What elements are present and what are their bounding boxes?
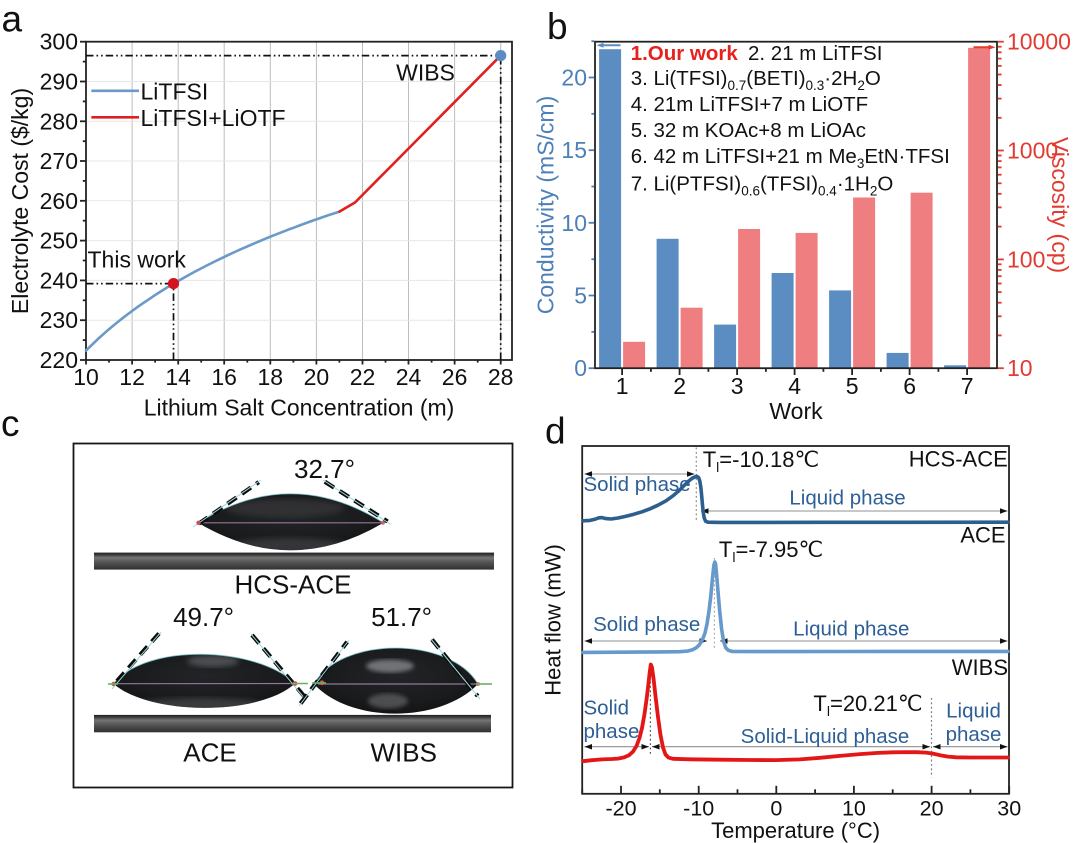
svg-text:22: 22 [350, 364, 376, 390]
svg-text:10: 10 [561, 210, 587, 236]
svg-text:6: 6 [903, 373, 916, 399]
svg-text:14: 14 [165, 364, 191, 390]
svg-text:3. Li(TFSI)0.7​(BETI)0.3​·2H2​: 3. Li(TFSI)0.7​(BETI)0.3​·2H2​O [631, 67, 881, 93]
svg-text:16: 16 [211, 364, 237, 390]
svg-text:1: 1 [616, 373, 629, 399]
svg-text:WIBS: WIBS [952, 655, 1008, 680]
svg-text:Liquid phase: Liquid phase [793, 618, 909, 641]
svg-text:100: 100 [1007, 246, 1045, 272]
svg-text:Liquid phase: Liquid phase [789, 487, 905, 510]
svg-text:WIBS: WIBS [396, 60, 455, 86]
svg-text:10: 10 [73, 364, 99, 390]
svg-text:Conductivity (mS/cm): Conductivity (mS/cm) [533, 96, 559, 315]
svg-text:Heat flow (mW): Heat flow (mW) [541, 544, 566, 696]
svg-text:Lithium Salt Concentration (m): Lithium Salt Concentration (m) [144, 395, 455, 421]
svg-text:1.Our work: 1.Our work [631, 42, 739, 65]
svg-text:3: 3 [731, 373, 744, 399]
svg-text:10: 10 [1007, 355, 1033, 381]
svg-text:1000: 1000 [1007, 138, 1058, 164]
svg-text:-20: -20 [605, 796, 636, 820]
svg-text:-10: -10 [683, 796, 714, 820]
svg-text:51.7°: 51.7° [371, 602, 432, 632]
svg-text:c: c [1, 403, 20, 444]
svg-text:Solid phase: Solid phase [584, 473, 691, 496]
svg-text:2: 2 [673, 373, 686, 399]
svg-text:5: 5 [846, 373, 859, 399]
svg-text:24: 24 [396, 364, 422, 390]
svg-text:28: 28 [488, 364, 514, 390]
svg-text:18: 18 [258, 364, 284, 390]
svg-text:phase: phase [584, 720, 640, 743]
svg-text:0: 0 [770, 796, 782, 820]
svg-text:HCS-ACE: HCS-ACE [234, 570, 351, 600]
svg-text:5: 5 [574, 283, 587, 309]
svg-text:WIBS: WIBS [370, 738, 436, 768]
svg-text:ACE: ACE [183, 738, 236, 768]
svg-text:20: 20 [561, 65, 587, 91]
svg-text:250: 250 [40, 228, 78, 254]
svg-text:7. Li(PTFSI)0.6​(TFSI)0.4​·1H2: 7. Li(PTFSI)0.6​(TFSI)0.4​·1H2​O [631, 173, 894, 199]
svg-text:280: 280 [40, 108, 78, 134]
svg-text:12: 12 [119, 364, 145, 390]
svg-text:ACE: ACE [960, 523, 1005, 548]
svg-text:phase: phase [946, 723, 1002, 746]
svg-text:Solid: Solid [584, 696, 630, 719]
svg-text:300: 300 [40, 29, 78, 55]
svg-text:0: 0 [574, 355, 587, 381]
svg-text:Viscosity (cp): Viscosity (cp) [1047, 137, 1073, 273]
svg-text:Electrolyte Cost ($/kg): Electrolyte Cost ($/kg) [7, 88, 33, 314]
svg-text:270: 270 [40, 148, 78, 174]
svg-text:Solid phase: Solid phase [593, 613, 700, 636]
svg-text:Work: Work [769, 398, 823, 424]
svg-text:Tl=20.21℃: Tl=20.21℃ [813, 691, 922, 719]
svg-text:Temperature (°C): Temperature (°C) [711, 818, 880, 843]
svg-text:Liquid: Liquid [946, 700, 1001, 723]
svg-text:32.7°: 32.7° [294, 454, 355, 484]
svg-text:30: 30 [997, 796, 1021, 820]
svg-text:This work: This work [88, 247, 187, 273]
svg-text:10: 10 [842, 796, 866, 820]
svg-text:26: 26 [442, 364, 468, 390]
svg-text:4. 21m LiTFSI+7 m LiOTF: 4. 21m LiTFSI+7 m LiOTF [631, 93, 869, 116]
svg-text:15: 15 [561, 137, 587, 163]
svg-text:4: 4 [788, 373, 801, 399]
svg-text:b: b [547, 6, 568, 47]
svg-text:LiTFSI: LiTFSI [141, 79, 209, 105]
svg-text:220: 220 [40, 347, 78, 373]
svg-text:d: d [545, 411, 566, 452]
svg-text:6. 42 m LiTFSI+21 m Me3​EtN·TF: 6. 42 m LiTFSI+21 m Me3​EtN·TFSI [631, 145, 950, 171]
svg-text:Tl=-10.18℃: Tl=-10.18℃ [703, 447, 820, 475]
svg-text:240: 240 [40, 267, 78, 293]
svg-text:Tl=-7.95℃: Tl=-7.95℃ [719, 537, 823, 565]
svg-text:5. 32 m KOAc+8 m LiOAc: 5. 32 m KOAc+8 m LiOAc [631, 119, 866, 142]
svg-text:20: 20 [920, 796, 944, 820]
svg-text:Solid-Liquid phase: Solid-Liquid phase [741, 725, 910, 748]
svg-text:a: a [2, 0, 23, 40]
svg-text:260: 260 [40, 188, 78, 214]
svg-text:7: 7 [961, 373, 974, 399]
svg-text:230: 230 [40, 307, 78, 333]
svg-text:2. 21 m LiTFSI: 2. 21 m LiTFSI [748, 42, 882, 65]
svg-text:49.7°: 49.7° [173, 602, 234, 632]
svg-text:HCS-ACE: HCS-ACE [909, 447, 1008, 472]
svg-text:290: 290 [40, 69, 78, 95]
svg-text:10000: 10000 [1007, 29, 1071, 55]
svg-text:LiTFSI+LiOTF: LiTFSI+LiOTF [141, 105, 286, 131]
svg-text:20: 20 [304, 364, 330, 390]
